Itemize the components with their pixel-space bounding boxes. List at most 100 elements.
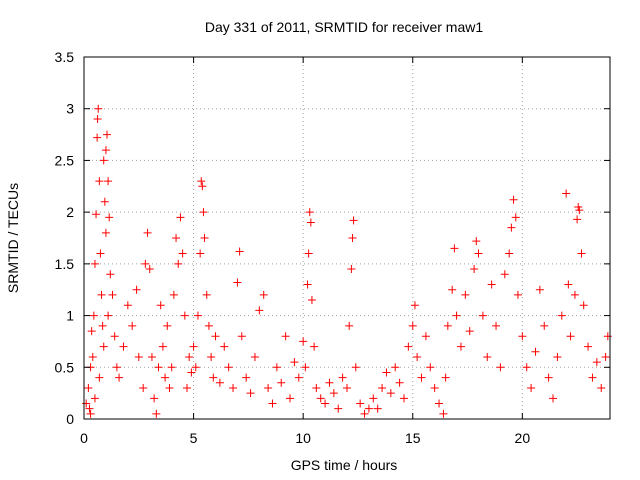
data-point <box>89 311 98 320</box>
y-tick-label: 1 <box>66 308 74 324</box>
data-point <box>196 249 205 258</box>
data-point <box>158 342 167 351</box>
data-point <box>193 311 202 320</box>
data-point <box>518 332 527 341</box>
data-point <box>310 342 319 351</box>
data-point <box>139 383 148 392</box>
data-point <box>246 389 255 398</box>
data-point <box>439 409 448 418</box>
data-point <box>259 290 268 299</box>
data-point <box>99 342 108 351</box>
data-point <box>156 301 165 310</box>
data-point <box>103 130 112 139</box>
data-point <box>435 399 444 408</box>
y-tick-label: 0 <box>66 411 74 427</box>
data-point <box>198 182 207 191</box>
data-point <box>301 363 310 372</box>
data-point <box>492 321 501 330</box>
data-point <box>410 301 419 310</box>
data-point <box>152 409 161 418</box>
data-point <box>511 213 520 222</box>
data-point <box>391 363 400 372</box>
data-point <box>106 270 115 279</box>
data-point <box>373 404 382 413</box>
data-point <box>553 352 562 361</box>
data-point <box>487 280 496 289</box>
data-point <box>378 383 387 392</box>
data-point <box>93 115 102 124</box>
data-point <box>242 373 251 382</box>
data-point <box>386 389 395 398</box>
data-point <box>143 228 152 237</box>
data-point <box>531 347 540 356</box>
data-point <box>345 321 354 330</box>
data-point <box>522 363 531 372</box>
data-point <box>470 265 479 274</box>
data-point <box>95 177 104 186</box>
data-point <box>268 399 277 408</box>
data-point <box>307 296 316 305</box>
data-point <box>90 259 99 268</box>
data-point <box>123 301 132 310</box>
data-point <box>224 363 233 372</box>
data-point <box>575 206 584 215</box>
y-tick-label: 2 <box>66 204 74 220</box>
data-point <box>573 215 582 224</box>
data-point <box>220 342 229 351</box>
data-point <box>104 311 113 320</box>
data-point <box>84 383 93 392</box>
plot-frame <box>83 56 611 420</box>
data-point <box>189 342 198 351</box>
data-point <box>356 399 365 408</box>
data-point <box>334 404 343 413</box>
data-point <box>348 234 357 242</box>
data-point <box>128 321 137 330</box>
data-point <box>169 290 178 299</box>
y-tick-label: 2.5 <box>55 152 75 168</box>
data-point <box>163 321 172 330</box>
data-point <box>507 223 516 232</box>
data-point <box>132 285 141 294</box>
data-point <box>98 321 107 330</box>
data-point <box>145 265 154 274</box>
data-point <box>255 306 264 315</box>
data-point <box>105 213 114 222</box>
data-point <box>343 383 351 392</box>
data-point <box>456 342 465 351</box>
data-point <box>408 321 417 330</box>
data-point <box>321 399 330 408</box>
data-point <box>174 259 183 268</box>
data-point <box>233 278 242 287</box>
data-point <box>404 342 413 351</box>
data-point <box>96 249 105 258</box>
x-tick-label: 20 <box>515 430 531 446</box>
y-axis-label: SRMTID / TECUs <box>5 183 21 293</box>
data-point <box>382 368 391 377</box>
data-point <box>500 270 509 279</box>
data-point <box>430 383 439 392</box>
data-point <box>448 285 457 294</box>
data-point <box>452 311 461 320</box>
data-point <box>364 404 373 413</box>
chart-title: Day 331 of 2011, SRMTID for receiver maw… <box>205 19 484 35</box>
data-point <box>286 394 295 403</box>
data-point <box>305 208 314 217</box>
y-tick-label: 3 <box>66 101 74 117</box>
data-point <box>161 373 170 382</box>
data-point <box>450 244 459 253</box>
axis-ticks: 0 0.5 1 1.5 2 2.5 3 3.5 0 5 10 15 20 <box>55 49 610 446</box>
data-point <box>441 373 450 382</box>
data-point <box>134 352 143 361</box>
data-point <box>592 358 601 367</box>
data-point <box>513 290 522 299</box>
data-point <box>527 383 536 392</box>
data-point <box>304 249 313 258</box>
data-point <box>505 249 514 258</box>
data-point <box>176 213 185 222</box>
x-axis-label: GPS time / hours <box>291 457 398 473</box>
data-point <box>603 332 612 341</box>
data-point <box>207 352 216 361</box>
data-point <box>112 363 121 372</box>
data-point <box>299 337 308 346</box>
